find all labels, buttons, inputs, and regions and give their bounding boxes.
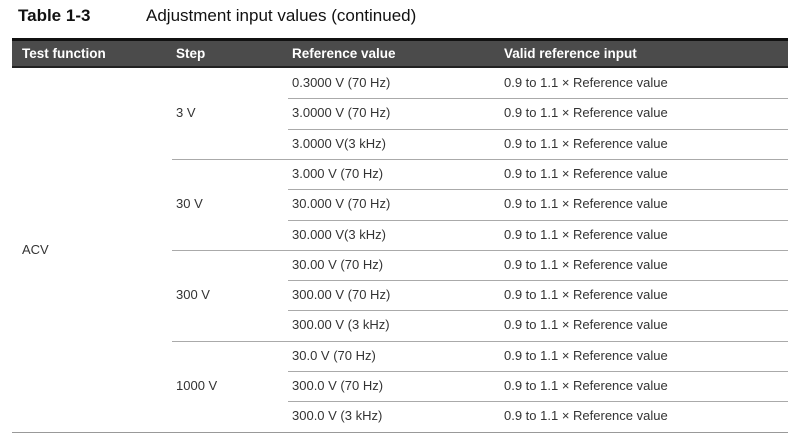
- reference-value-cell: 300.00 V (3 kHz): [292, 317, 390, 333]
- row-divider: [288, 401, 788, 403]
- reference-value-cell: 3.0000 V (70 Hz): [292, 105, 391, 121]
- step-cell: 300 V: [176, 287, 210, 303]
- valid-input-cell: 0.9 to 1.1 × Reference value: [504, 408, 668, 424]
- reference-value-cell: 30.00 V (70 Hz): [292, 256, 384, 272]
- row-divider: [288, 128, 788, 130]
- function-divider: [12, 431, 788, 433]
- step-cell: 3 V: [176, 105, 196, 121]
- header-test-function: Test function: [22, 46, 106, 61]
- valid-input-cell: 0.9 to 1.1 × Reference value: [504, 378, 668, 393]
- table-title: Adjustment input values (continued): [146, 6, 417, 25]
- reference-value-cell: 0.3000 V (70 Hz): [292, 75, 391, 90]
- table-header: Test function Step Reference value Valid…: [12, 38, 788, 68]
- reference-value-cell: 300.0 V (3 kHz): [292, 408, 383, 424]
- valid-input-cell: 0.9 to 1.1 × Reference value: [504, 165, 668, 181]
- valid-input-cell: 0.9 to 1.1 × Reference value: [504, 317, 668, 333]
- valid-input-cell: 0.9 to 1.1 × Reference value: [504, 135, 668, 151]
- table-number: Table 1-3: [18, 6, 91, 25]
- valid-input-cell: 0.9 to 1.1 × Reference value: [504, 196, 668, 212]
- group-divider: [172, 340, 788, 342]
- group-divider: [172, 158, 788, 160]
- reference-value-cell: 3.0000 V(3 kHz): [292, 135, 386, 151]
- valid-input-cell: 0.9 to 1.1 × Reference value: [504, 75, 668, 90]
- header-reference-value: Reference value: [292, 46, 396, 61]
- valid-input-cell: 0.9 to 1.1 × Reference value: [504, 226, 668, 242]
- header-valid-reference-input: Valid reference input: [504, 46, 637, 61]
- step-cell: 1000 V: [176, 378, 218, 394]
- row-divider: [288, 280, 788, 282]
- valid-input-cell: 0.9 to 1.1 × Reference value: [504, 105, 668, 121]
- valid-input-cell: 0.9 to 1.1 × Reference value: [504, 287, 668, 303]
- row-divider: [288, 98, 788, 100]
- valid-input-cell: 0.9 to 1.1 × Reference value: [504, 347, 668, 363]
- header-step: Step: [176, 46, 206, 61]
- reference-value-cell: 300.00 V (70 Hz): [292, 287, 391, 303]
- row-divider: [288, 310, 788, 312]
- step-cell: 30 V: [176, 196, 203, 212]
- row-divider: [288, 371, 788, 372]
- row-divider: [288, 219, 788, 221]
- reference-value-cell: 300.0 V (70 Hz): [292, 378, 384, 393]
- row-divider: [288, 189, 788, 191]
- reference-value-cell: 30.0 V (70 Hz): [292, 347, 376, 363]
- reference-value-cell: 3.000 V (70 Hz): [292, 165, 384, 181]
- reference-value-cell: 30.000 V(3 kHz): [292, 226, 386, 242]
- group-divider: [172, 249, 788, 251]
- reference-value-cell: 30.000 V (70 Hz): [292, 196, 391, 212]
- valid-input-cell: 0.9 to 1.1 × Reference value: [504, 256, 668, 272]
- test-function-cell: ACV: [22, 241, 49, 257]
